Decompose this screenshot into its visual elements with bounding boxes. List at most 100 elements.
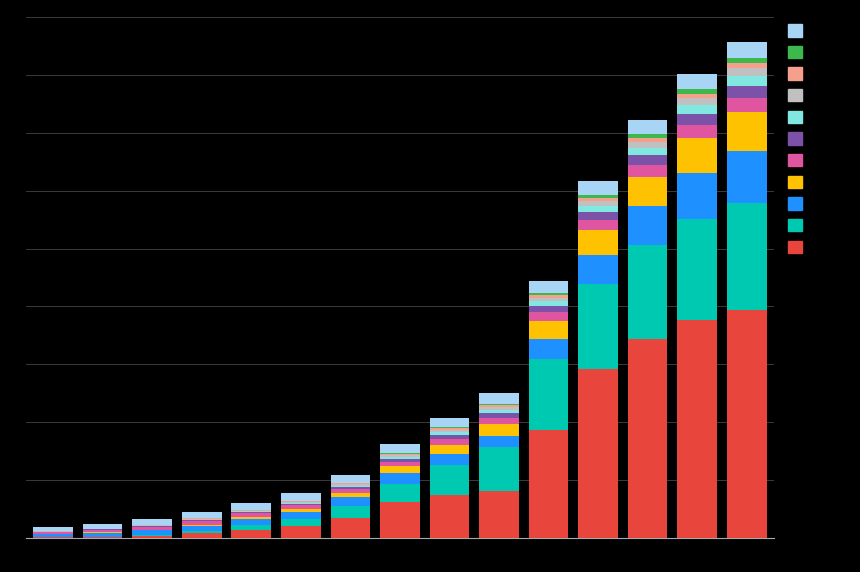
Bar bbox=[132, 527, 172, 530]
Bar bbox=[529, 430, 568, 538]
Bar bbox=[479, 407, 519, 410]
Bar bbox=[678, 125, 717, 137]
Bar bbox=[132, 530, 172, 535]
Bar bbox=[34, 532, 73, 534]
Bar bbox=[231, 525, 271, 530]
Bar bbox=[330, 489, 370, 494]
Bar bbox=[181, 521, 222, 525]
Bar bbox=[132, 535, 172, 536]
Bar bbox=[529, 281, 568, 293]
Bar bbox=[231, 517, 271, 519]
Bar bbox=[281, 526, 321, 538]
Bar bbox=[479, 413, 519, 418]
Bar bbox=[578, 255, 618, 284]
Bar bbox=[727, 68, 766, 76]
Bar bbox=[628, 339, 667, 538]
Bar bbox=[380, 462, 420, 466]
Bar bbox=[578, 220, 618, 231]
Bar bbox=[479, 447, 519, 491]
Bar bbox=[83, 530, 122, 533]
Bar bbox=[231, 511, 271, 512]
Bar bbox=[628, 138, 667, 142]
Bar bbox=[281, 501, 321, 502]
Bar bbox=[678, 137, 717, 173]
Bar bbox=[628, 245, 667, 339]
Bar bbox=[628, 156, 667, 165]
Bar bbox=[380, 502, 420, 538]
Bar bbox=[380, 455, 420, 456]
Bar bbox=[529, 301, 568, 305]
Bar bbox=[181, 520, 222, 521]
Bar bbox=[132, 519, 172, 525]
Bar bbox=[181, 534, 222, 538]
Bar bbox=[529, 312, 568, 321]
Bar bbox=[281, 502, 321, 503]
Bar bbox=[529, 359, 568, 430]
Bar bbox=[430, 466, 470, 495]
Bar bbox=[83, 524, 122, 529]
Bar bbox=[628, 148, 667, 156]
Bar bbox=[430, 435, 470, 439]
Bar bbox=[231, 530, 271, 538]
Bar bbox=[380, 473, 420, 484]
Bar bbox=[727, 150, 766, 202]
Bar bbox=[231, 503, 271, 510]
Bar bbox=[281, 494, 321, 500]
Bar bbox=[529, 295, 568, 298]
Bar bbox=[281, 519, 321, 526]
Bar bbox=[231, 512, 271, 513]
Bar bbox=[181, 518, 222, 519]
Bar bbox=[330, 506, 370, 518]
Bar bbox=[479, 418, 519, 424]
Bar bbox=[628, 177, 667, 206]
Bar bbox=[678, 105, 717, 114]
Bar bbox=[281, 505, 321, 509]
Bar bbox=[479, 491, 519, 538]
Bar bbox=[578, 212, 618, 220]
Bar bbox=[578, 284, 618, 368]
Bar bbox=[578, 195, 618, 198]
Bar bbox=[181, 513, 222, 518]
Bar bbox=[678, 89, 717, 94]
Bar bbox=[430, 428, 470, 430]
Bar bbox=[330, 475, 370, 483]
Bar bbox=[678, 94, 717, 98]
Bar bbox=[727, 76, 766, 86]
Bar bbox=[330, 518, 370, 538]
Bar bbox=[578, 368, 618, 538]
Bar bbox=[578, 201, 618, 206]
Bar bbox=[479, 393, 519, 404]
Bar bbox=[529, 293, 568, 295]
Bar bbox=[83, 537, 122, 538]
Bar bbox=[678, 98, 717, 105]
Bar bbox=[479, 436, 519, 447]
Bar bbox=[281, 511, 321, 519]
Bar bbox=[727, 63, 766, 68]
Bar bbox=[83, 533, 122, 537]
Bar bbox=[678, 74, 717, 89]
Bar bbox=[727, 310, 766, 538]
Bar bbox=[330, 483, 370, 484]
Bar bbox=[231, 513, 271, 517]
Bar bbox=[380, 484, 420, 502]
Bar bbox=[529, 305, 568, 312]
Bar bbox=[181, 526, 222, 531]
Bar bbox=[628, 142, 667, 148]
Bar bbox=[430, 427, 470, 428]
Bar bbox=[281, 509, 321, 511]
Legend: , , , , , , , , , , : , , , , , , , , , , bbox=[789, 24, 802, 255]
Bar bbox=[181, 519, 222, 520]
Bar bbox=[727, 202, 766, 310]
Bar bbox=[430, 444, 470, 454]
Bar bbox=[727, 42, 766, 58]
Bar bbox=[727, 97, 766, 112]
Bar bbox=[430, 418, 470, 427]
Bar bbox=[380, 456, 420, 459]
Bar bbox=[430, 454, 470, 466]
Bar bbox=[330, 497, 370, 506]
Bar bbox=[380, 459, 420, 462]
Bar bbox=[678, 320, 717, 538]
Bar bbox=[678, 114, 717, 125]
Bar bbox=[479, 404, 519, 406]
Bar bbox=[727, 112, 766, 150]
